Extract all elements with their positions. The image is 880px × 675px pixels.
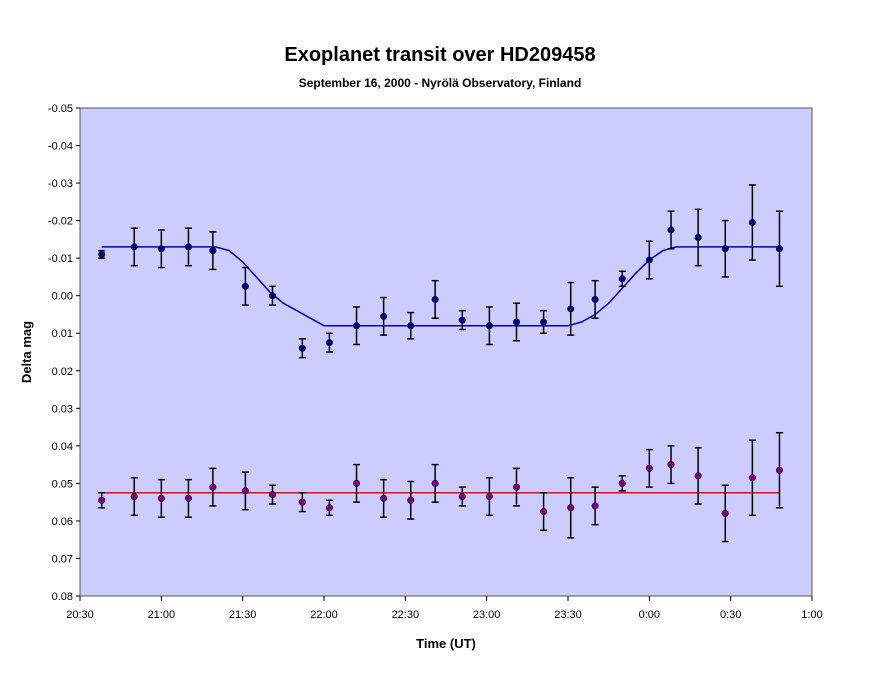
data-point [667, 226, 675, 234]
data-point [325, 504, 333, 512]
data-point [775, 466, 783, 474]
data-point [567, 504, 575, 512]
y-tick-label: 0.05 [52, 478, 73, 490]
data-point [591, 502, 599, 510]
data-point [458, 316, 466, 324]
y-tick-label: -0.01 [48, 253, 73, 265]
data-point [209, 247, 217, 255]
x-tick-label: 23:00 [473, 609, 501, 621]
chart-title: Exoplanet transit over HD209458 [284, 44, 596, 66]
data-point [353, 479, 361, 487]
data-point [98, 250, 106, 258]
data-point [157, 245, 165, 253]
plot-area [79, 107, 813, 597]
data-point [268, 491, 276, 499]
data-point [645, 464, 653, 472]
data-point [431, 295, 439, 303]
data-point [298, 498, 306, 506]
data-point [241, 282, 249, 290]
y-tick-label: -0.03 [48, 178, 73, 190]
data-point [512, 483, 520, 491]
data-point [130, 243, 138, 251]
data-point [268, 292, 276, 300]
data-point [694, 472, 702, 480]
data-point [184, 494, 192, 502]
x-tick-label: 1:00 [801, 609, 822, 621]
data-point [512, 318, 520, 326]
y-tick-label: 0.04 [52, 441, 73, 453]
data-point [748, 218, 756, 226]
data-point [694, 234, 702, 242]
data-point [241, 487, 249, 495]
data-point [209, 483, 217, 491]
y-tick-label: 0.01 [52, 328, 73, 340]
x-tick-label: 22:00 [310, 609, 338, 621]
data-point [407, 496, 415, 504]
data-point [618, 275, 626, 283]
x-tick-label: 23:30 [554, 609, 582, 621]
data-point [618, 479, 626, 487]
data-point [380, 312, 388, 320]
data-point [540, 318, 548, 326]
y-tick-label: 0.02 [52, 366, 73, 378]
data-point [157, 494, 165, 502]
x-tick-label: 21:00 [148, 609, 176, 621]
data-point [667, 461, 675, 469]
x-tick-label: 0:30 [720, 609, 741, 621]
data-point [98, 496, 106, 504]
data-point [184, 243, 192, 251]
chart-subtitle: September 16, 2000 - Nyrölä Observatory,… [298, 76, 582, 90]
y-axis-title: Delta mag [19, 321, 34, 383]
data-point [431, 479, 439, 487]
data-point [748, 474, 756, 482]
data-point [567, 305, 575, 313]
y-tick-label: 0.07 [52, 553, 73, 565]
data-point [353, 322, 361, 330]
data-point [380, 494, 388, 502]
y-tick-label: -0.02 [48, 216, 73, 228]
y-tick-label: -0.05 [48, 103, 73, 115]
data-point [540, 508, 548, 516]
data-point [591, 295, 599, 303]
data-point [325, 339, 333, 347]
x-axis-title: Time (UT) [416, 636, 476, 651]
y-tick-label: 0.03 [52, 403, 73, 415]
data-point [485, 493, 493, 501]
y-tick-label: 0.08 [52, 591, 73, 603]
data-point [130, 493, 138, 501]
data-point [407, 322, 415, 330]
data-point [298, 344, 306, 352]
x-tick-label: 22:30 [392, 609, 420, 621]
x-tick-label: 21:30 [229, 609, 257, 621]
y-tick-label: 0.00 [52, 291, 73, 303]
x-tick-label: 0:00 [639, 609, 660, 621]
x-tick-label: 20:30 [66, 609, 94, 621]
data-point [721, 509, 729, 517]
data-point [721, 245, 729, 253]
data-point [775, 245, 783, 253]
y-tick-label: -0.04 [48, 141, 73, 153]
data-point [485, 322, 493, 330]
data-point [458, 493, 466, 501]
y-tick-label: 0.06 [52, 516, 73, 528]
data-point [645, 256, 653, 264]
